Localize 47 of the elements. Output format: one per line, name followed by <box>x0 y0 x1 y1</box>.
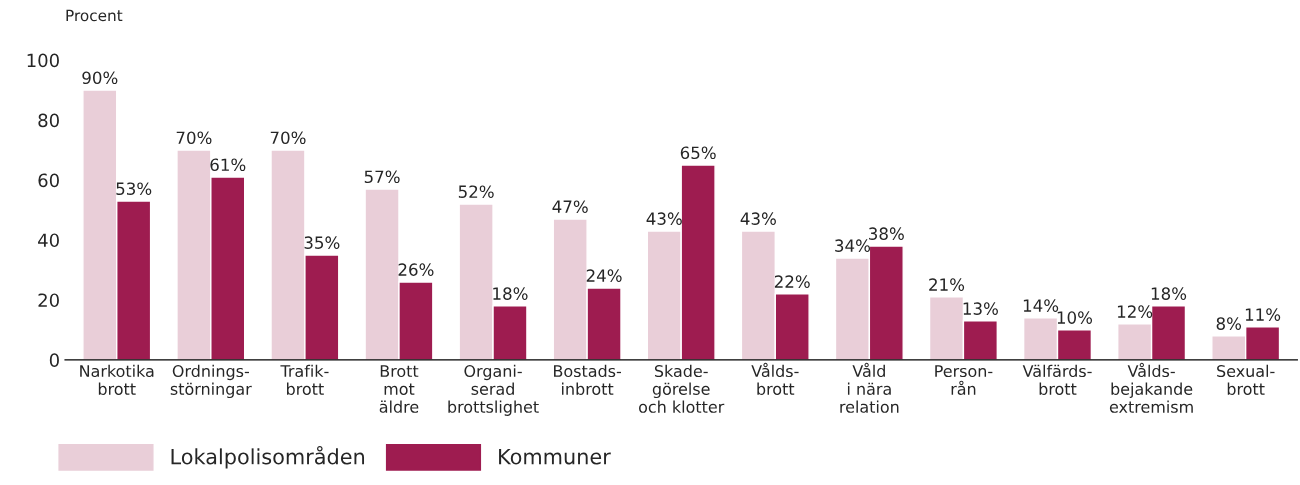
x-tick-label: Välfärds- brott <box>1022 364 1092 395</box>
data-label: 70% <box>176 131 212 145</box>
data-label: 22% <box>774 275 810 288</box>
data-label: 13% <box>963 302 998 315</box>
data-label: 61% <box>210 158 246 172</box>
x-tick-label: Brott mot äldre <box>379 365 419 413</box>
y-tick-label: 80 <box>38 113 59 128</box>
data-label: 38% <box>869 227 904 240</box>
data-label: 53% <box>116 182 152 196</box>
x-tick-label: Person- rån <box>935 365 993 395</box>
data-label: 18% <box>1151 287 1187 300</box>
data-label: 11% <box>1245 308 1281 321</box>
data-label: 34% <box>835 239 871 252</box>
legend-label: Kommuner <box>499 448 611 465</box>
y-tick-label: 100 <box>27 53 59 68</box>
data-label: 52% <box>458 185 494 198</box>
data-label: 90% <box>82 71 118 85</box>
data-label: 65% <box>680 146 716 160</box>
y-tick-label: 60 <box>38 173 59 188</box>
data-label: 43% <box>646 212 682 225</box>
y-tick-label: 20 <box>38 293 59 308</box>
x-tick-label: Ordnings- störningar <box>170 364 252 399</box>
x-tick-label: Organi- serad brottslighet <box>448 364 539 416</box>
y-tick-label: 0 <box>49 353 59 367</box>
x-tick-label: Skade- görelse och klotter <box>639 364 725 413</box>
data-label: 24% <box>586 269 622 282</box>
x-tick-label: Bostads- inbrott <box>554 364 622 395</box>
x-tick-label: Vålds- bejakande extremism <box>1109 362 1193 413</box>
y-tick-label: 40 <box>38 233 59 248</box>
data-label: 10% <box>1057 311 1093 324</box>
x-tick-label: Våld i nära relation <box>840 362 899 413</box>
data-label: 35% <box>304 236 340 249</box>
data-label: 70% <box>270 131 306 145</box>
x-tick-label: Narkotika brott <box>80 364 154 395</box>
data-label: 26% <box>398 263 434 276</box>
data-label: 18% <box>493 287 528 300</box>
x-tick-label: Sexual- brott <box>1217 364 1275 395</box>
data-label: 47% <box>552 200 588 213</box>
data-label: 8% <box>1216 317 1242 330</box>
data-label: 57% <box>364 170 400 184</box>
data-label: 14% <box>1023 299 1059 312</box>
x-tick-label: Trafik- brott <box>280 364 329 395</box>
x-tick-label: Vålds- brott <box>751 362 799 395</box>
data-label: 43% <box>740 212 776 225</box>
data-label: 21% <box>929 278 965 291</box>
y-axis-title: Procent <box>66 9 123 22</box>
legend-label: Lokalpolisområden <box>171 445 365 469</box>
